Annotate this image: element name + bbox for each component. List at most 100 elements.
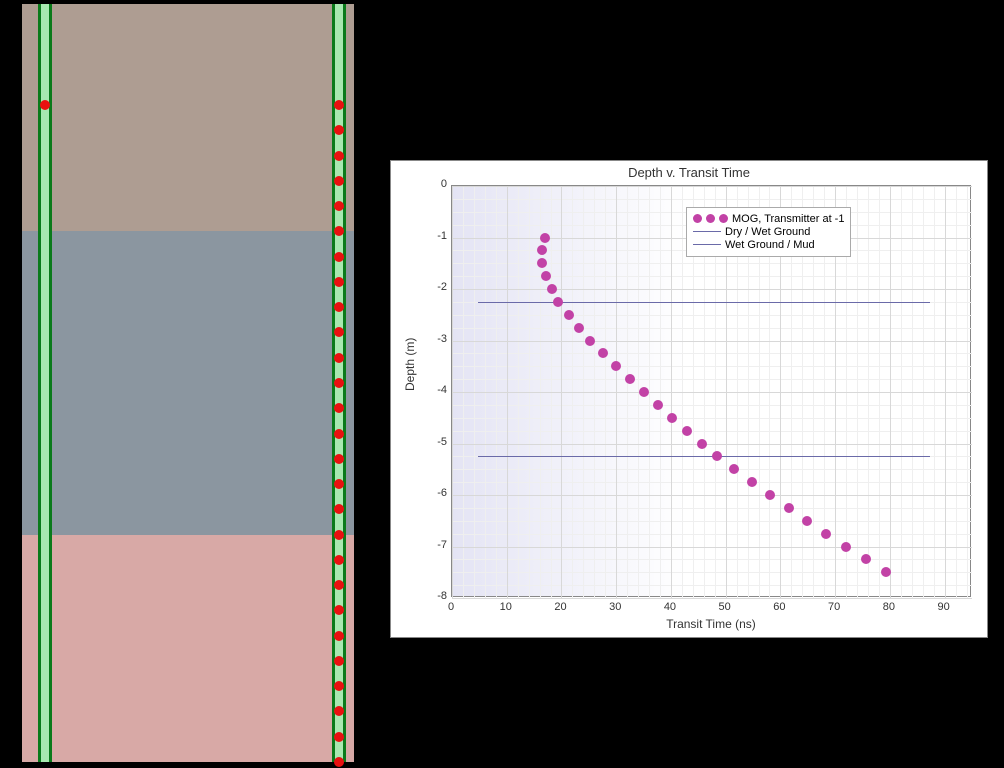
receiver-marker [334, 151, 344, 161]
legend-item: MOG, Transmitter at -1 [693, 213, 844, 225]
y-tick-label: -2 [423, 281, 447, 293]
data-point [712, 451, 722, 461]
data-point [747, 477, 757, 487]
legend-line-icon [693, 244, 721, 245]
x-tick-label: 0 [441, 601, 461, 613]
legend-label: Wet Ground / Mud [725, 239, 815, 251]
receiver-marker [334, 353, 344, 363]
y-minor-grid [452, 366, 972, 367]
strata-mud [22, 535, 354, 762]
chart-legend: MOG, Transmitter at -1Dry / Wet GroundWe… [686, 207, 851, 257]
x-tick-label: 70 [824, 601, 844, 613]
y-minor-grid [452, 572, 972, 573]
receiver-marker [334, 176, 344, 186]
y-tick-label: -1 [423, 230, 447, 242]
data-point [653, 400, 663, 410]
receiver-marker [334, 732, 344, 742]
data-point [564, 310, 574, 320]
y-tick-label: -4 [423, 384, 447, 396]
receiver-marker [334, 277, 344, 287]
y-tick-label: -7 [423, 539, 447, 551]
plot-area: MOG, Transmitter at -1Dry / Wet GroundWe… [451, 185, 971, 597]
y-minor-grid [452, 405, 972, 406]
y-minor-grid [452, 469, 972, 470]
boundary-line [478, 456, 930, 457]
receiver-marker [334, 757, 344, 767]
x-tick-label: 90 [934, 601, 954, 613]
y-major-grid [452, 598, 972, 599]
y-major-grid [452, 444, 972, 445]
y-minor-grid [452, 263, 972, 264]
legend-line-icon [693, 231, 721, 232]
receiver-marker [334, 555, 344, 565]
data-point [861, 554, 871, 564]
y-major-grid [452, 289, 972, 290]
legend-label: MOG, Transmitter at -1 [732, 213, 844, 225]
receiver-marker [334, 656, 344, 666]
data-point [802, 516, 812, 526]
data-point [547, 284, 557, 294]
y-axis-title: Depth (m) [403, 338, 417, 391]
strata-dry-ground [22, 4, 354, 231]
receiver-marker [334, 378, 344, 388]
data-point [667, 413, 677, 423]
data-point [585, 336, 595, 346]
x-axis-title: Transit Time (ns) [451, 617, 971, 631]
y-minor-grid [452, 418, 972, 419]
data-point [729, 464, 739, 474]
data-point [553, 297, 563, 307]
data-point [841, 542, 851, 552]
y-minor-grid [452, 315, 972, 316]
y-tick-label: -5 [423, 436, 447, 448]
y-tick-label: 0 [423, 178, 447, 190]
data-point [682, 426, 692, 436]
data-point [821, 529, 831, 539]
y-minor-grid [452, 534, 972, 535]
receiver-marker [334, 429, 344, 439]
legend-label: Dry / Wet Ground [725, 226, 810, 238]
y-major-grid [452, 341, 972, 342]
left-well-inner [41, 4, 49, 762]
y-minor-grid [452, 328, 972, 329]
x-tick-label: 10 [496, 601, 516, 613]
y-tick-label: -6 [423, 487, 447, 499]
borehole-panel [22, 4, 354, 762]
chart-panel: Depth v. Transit Time MOG, Transmitter a… [390, 160, 988, 638]
x-tick-label: 80 [879, 601, 899, 613]
y-minor-grid [452, 276, 972, 277]
data-point [611, 361, 621, 371]
y-minor-grid [452, 508, 972, 509]
data-point [537, 245, 547, 255]
receiver-marker [334, 631, 344, 641]
y-minor-grid [452, 431, 972, 432]
y-major-grid [452, 392, 972, 393]
x-tick-label: 50 [715, 601, 735, 613]
data-point [625, 374, 635, 384]
x-tick-label: 20 [550, 601, 570, 613]
boundary-line [478, 302, 930, 303]
y-minor-grid [452, 199, 972, 200]
legend-item: Wet Ground / Mud [693, 239, 844, 251]
y-major-grid [452, 186, 972, 187]
y-major-grid [452, 547, 972, 548]
y-minor-grid [452, 585, 972, 586]
y-minor-grid [452, 482, 972, 483]
data-point [639, 387, 649, 397]
y-minor-grid [452, 353, 972, 354]
chart-title: Depth v. Transit Time [391, 165, 987, 180]
y-minor-grid [452, 379, 972, 380]
data-point [697, 439, 707, 449]
receiver-marker [334, 454, 344, 464]
y-tick-label: -3 [423, 333, 447, 345]
receiver-marker [334, 252, 344, 262]
data-point [765, 490, 775, 500]
legend-marker-icon [706, 214, 715, 223]
x-tick-label: 60 [769, 601, 789, 613]
data-point [784, 503, 794, 513]
x-tick-label: 40 [660, 601, 680, 613]
y-minor-grid [452, 559, 972, 560]
data-point [537, 258, 547, 268]
data-point [574, 323, 584, 333]
legend-item: Dry / Wet Ground [693, 226, 844, 238]
receiver-marker [334, 530, 344, 540]
